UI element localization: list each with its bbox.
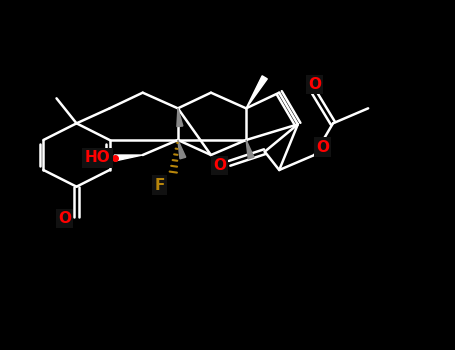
Text: O: O — [316, 140, 329, 154]
Text: O: O — [308, 77, 321, 92]
Text: F: F — [155, 177, 165, 192]
Text: O: O — [58, 211, 71, 226]
Polygon shape — [178, 140, 186, 159]
Polygon shape — [177, 108, 183, 127]
Polygon shape — [246, 140, 254, 159]
Text: O: O — [213, 158, 226, 173]
Polygon shape — [246, 76, 267, 108]
Text: HO: HO — [85, 150, 111, 166]
Polygon shape — [114, 155, 143, 161]
